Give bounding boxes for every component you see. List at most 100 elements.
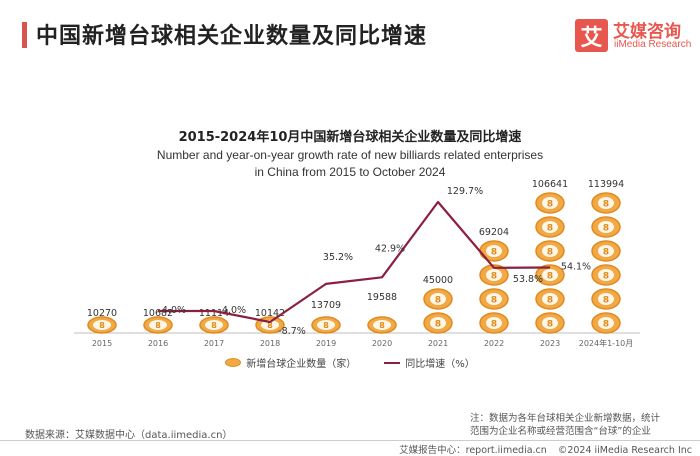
bar-value-label: 45000: [423, 275, 453, 286]
x-tick-label: 2024年1-10月: [579, 338, 634, 348]
coin-number: 8: [491, 248, 497, 258]
bar-coin-stack: 8 8 8 8: [479, 240, 509, 334]
coin-number: 8: [99, 321, 105, 330]
coin-face: [486, 269, 502, 281]
bar-value-label: 13709: [311, 300, 341, 311]
coin-number: 8: [603, 224, 609, 234]
coin-number: 8: [547, 272, 553, 282]
legend-item-count: 新增台球企业数量（家）: [225, 355, 356, 370]
iimedia-logo: 艾: [575, 19, 608, 52]
coin-number: 8: [211, 321, 217, 330]
data-source: 数据来源：艾媒数据中心（data.iimedia.cn）: [25, 430, 233, 441]
coin-face: [542, 317, 558, 329]
coin-face: [486, 293, 502, 305]
coin-face: [430, 293, 446, 305]
coin-face: [486, 245, 502, 257]
x-tick-label: 2023: [540, 339, 560, 348]
x-tick-label: 2016: [148, 339, 168, 348]
page-title: 中国新增台球相关企业数量及同比增速: [36, 24, 428, 49]
coin-face: [149, 320, 167, 330]
x-tick-label: 2015: [92, 339, 112, 348]
bar-value-label: 69204: [479, 227, 509, 238]
coin-face: [205, 320, 223, 330]
coin-number: 8: [323, 321, 329, 330]
coin-number: 8: [547, 296, 553, 306]
line-value-label: 53.8%: [513, 274, 543, 285]
bar-coin-stack: 8: [199, 316, 229, 334]
line-value-label: 54.1%: [561, 262, 591, 273]
coin-number: 8: [547, 224, 553, 234]
legend-label-count: 新增台球企业数量（家）: [246, 359, 357, 370]
footer-credits: 艾媒报告中心：report.iimedia.cn ©2024 iiMedia R…: [399, 442, 692, 456]
coin-number: 8: [379, 321, 385, 330]
legend-item-growth: 同比增速（%）: [384, 355, 475, 370]
x-tick-label: 2018: [260, 339, 280, 348]
chart-note: 注：数据为各年台球相关企业新增数据，统计 范围为企业名称或经营范围含“台球”的企…: [470, 412, 695, 438]
coin-number: 8: [547, 320, 553, 330]
bar-value-label: 106641: [532, 179, 568, 190]
coin-face: [598, 317, 614, 329]
note-line-1: 注：数据为各年台球相关企业新增数据，统计: [470, 413, 661, 424]
line-value-label: 4.0%: [222, 305, 246, 316]
bar-value-label: 19588: [367, 292, 397, 303]
coin-number: 8: [155, 321, 161, 330]
coin-face: [93, 320, 111, 330]
bar-coin-stack: 8 8 8 8 8 8: [591, 192, 621, 334]
bar-coin-stack: 88: [423, 288, 453, 334]
coin-face: [598, 197, 614, 209]
bar-coin-stack: 8 8 8 8 8 8: [535, 192, 565, 334]
bar-value-label: 113994: [588, 179, 624, 190]
coin-number: 8: [435, 320, 441, 330]
coin-number: 8: [547, 248, 553, 258]
bar-coin-stack: 8: [87, 316, 117, 334]
coin-face: [598, 221, 614, 233]
coin-face: [373, 320, 391, 330]
coin-face: [542, 293, 558, 305]
coin-icon: [225, 358, 242, 367]
coin-face: [430, 317, 446, 329]
line-swatch-icon: [384, 361, 401, 364]
logo-text-cn: 艾媒咨询: [613, 22, 681, 42]
title-accent-bar: [22, 22, 27, 48]
coin-face: [542, 221, 558, 233]
coin-number: 8: [603, 248, 609, 258]
bar-value-label: 11114: [199, 308, 229, 319]
report-center-label: 艾媒报告中心：report.iimedia.cn: [399, 445, 547, 456]
chart-title: 2015-2024年10月中国新增台球相关企业数量及同比增速: [178, 130, 522, 145]
coin-face: [598, 245, 614, 257]
coin-number: 8: [547, 200, 553, 210]
bar-value-label: 10142: [255, 308, 285, 319]
line-value-label: 35.2%: [323, 252, 353, 263]
coin-face: [542, 197, 558, 209]
coin-number: 8: [491, 296, 497, 306]
x-tick-label: 2019: [316, 339, 336, 348]
bar-coin-stack: 8: [143, 316, 173, 334]
logo-text-en: iiMedia Research: [614, 39, 692, 50]
chart-subtitle-line1: Number and year-on-year growth rate of n…: [156, 148, 544, 162]
x-tick-label: 2022: [484, 339, 504, 348]
x-tick-label: 2021: [428, 339, 448, 348]
line-value-label: 4.0%: [162, 305, 186, 316]
bar-coin-stack: 8: [367, 316, 397, 334]
coin-number: 8: [491, 272, 497, 282]
chart-legend: 新增台球企业数量（家） 同比增速（%）: [0, 355, 700, 370]
legend-label-growth: 同比增速（%）: [405, 359, 475, 370]
coin-face: [598, 293, 614, 305]
coin-number: 8: [603, 296, 609, 306]
coin-face: [598, 269, 614, 281]
bar-coin-stack: 8: [311, 316, 341, 334]
coin-face: [542, 269, 558, 281]
footer-divider: [0, 440, 700, 441]
x-tick-label: 2017: [204, 339, 224, 348]
bar-value-label: 10682: [143, 308, 173, 319]
x-tick-label: 2020: [372, 339, 392, 348]
coin-number: 8: [267, 321, 273, 330]
coin-number: 8: [491, 320, 497, 330]
coin-number: 8: [435, 296, 441, 306]
coin-number: 8: [603, 272, 609, 282]
bar-value-label: 10270: [87, 308, 117, 319]
coin-number: 8: [603, 200, 609, 210]
coin-face: [317, 320, 335, 330]
note-line-2: 范围为企业名称或经营范围含“台球”的企业: [470, 426, 651, 437]
line-value-label: 42.9%: [375, 243, 405, 254]
